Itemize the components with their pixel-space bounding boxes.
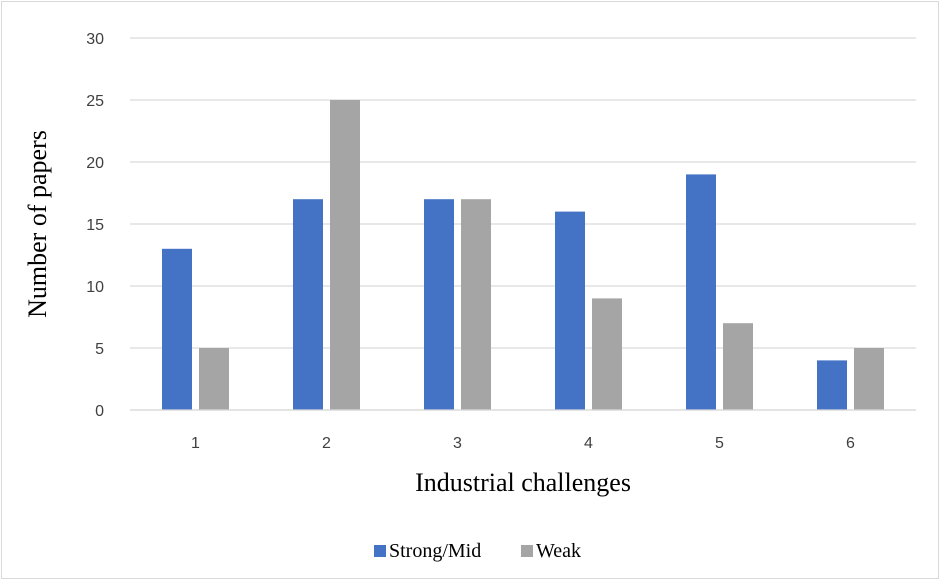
x-tick-label: 5: [715, 435, 724, 452]
x-tick-label: 2: [322, 435, 331, 452]
y-tick-label: 10: [86, 279, 104, 296]
y-tick-label: 25: [86, 93, 104, 110]
bar-strong-mid-5: [686, 174, 716, 410]
bar-weak-6: [854, 348, 884, 410]
bar-weak-3: [461, 199, 491, 410]
bar-strong-mid-3: [424, 199, 454, 410]
x-tick-label: 3: [453, 435, 462, 452]
legend-item-strong-mid: Strong/Mid: [374, 540, 481, 562]
legend-item-weak: Weak: [521, 540, 581, 562]
bar-weak-2: [330, 100, 360, 410]
x-tick-label: 1: [191, 435, 200, 452]
bar-strong-mid-6: [817, 360, 847, 410]
legend-swatch: [374, 545, 386, 557]
bar-weak-4: [592, 298, 622, 410]
bar-strong-mid-1: [162, 248, 192, 410]
y-tick-label: 15: [86, 217, 104, 234]
bar-strong-mid-4: [555, 211, 585, 410]
legend-swatch: [521, 545, 533, 557]
bar-weak-5: [723, 323, 753, 410]
bar-weak-1: [199, 348, 229, 410]
y-axis-title: Number of papers: [23, 130, 52, 318]
y-tick-label: 0: [95, 403, 104, 420]
bar-strong-mid-2: [293, 199, 323, 410]
gridlines: [130, 37, 916, 411]
x-axis-title: Industrial challenges: [415, 468, 631, 497]
x-axis-ticks: 1 2 3 4 5 6: [130, 409, 916, 452]
bars: [162, 100, 884, 410]
y-tick-label: 30: [86, 31, 104, 48]
y-tick-label: 20: [86, 155, 104, 172]
legend: Strong/Mid Weak: [374, 540, 581, 562]
x-tick-label: 6: [846, 435, 855, 452]
legend-label: Strong/Mid: [389, 540, 481, 562]
x-tick-label: 4: [584, 435, 593, 452]
legend-label: Weak: [536, 540, 581, 562]
y-axis-ticks: 0 5 10 15 20 25 30: [86, 31, 104, 420]
y-tick-label: 5: [95, 341, 104, 358]
